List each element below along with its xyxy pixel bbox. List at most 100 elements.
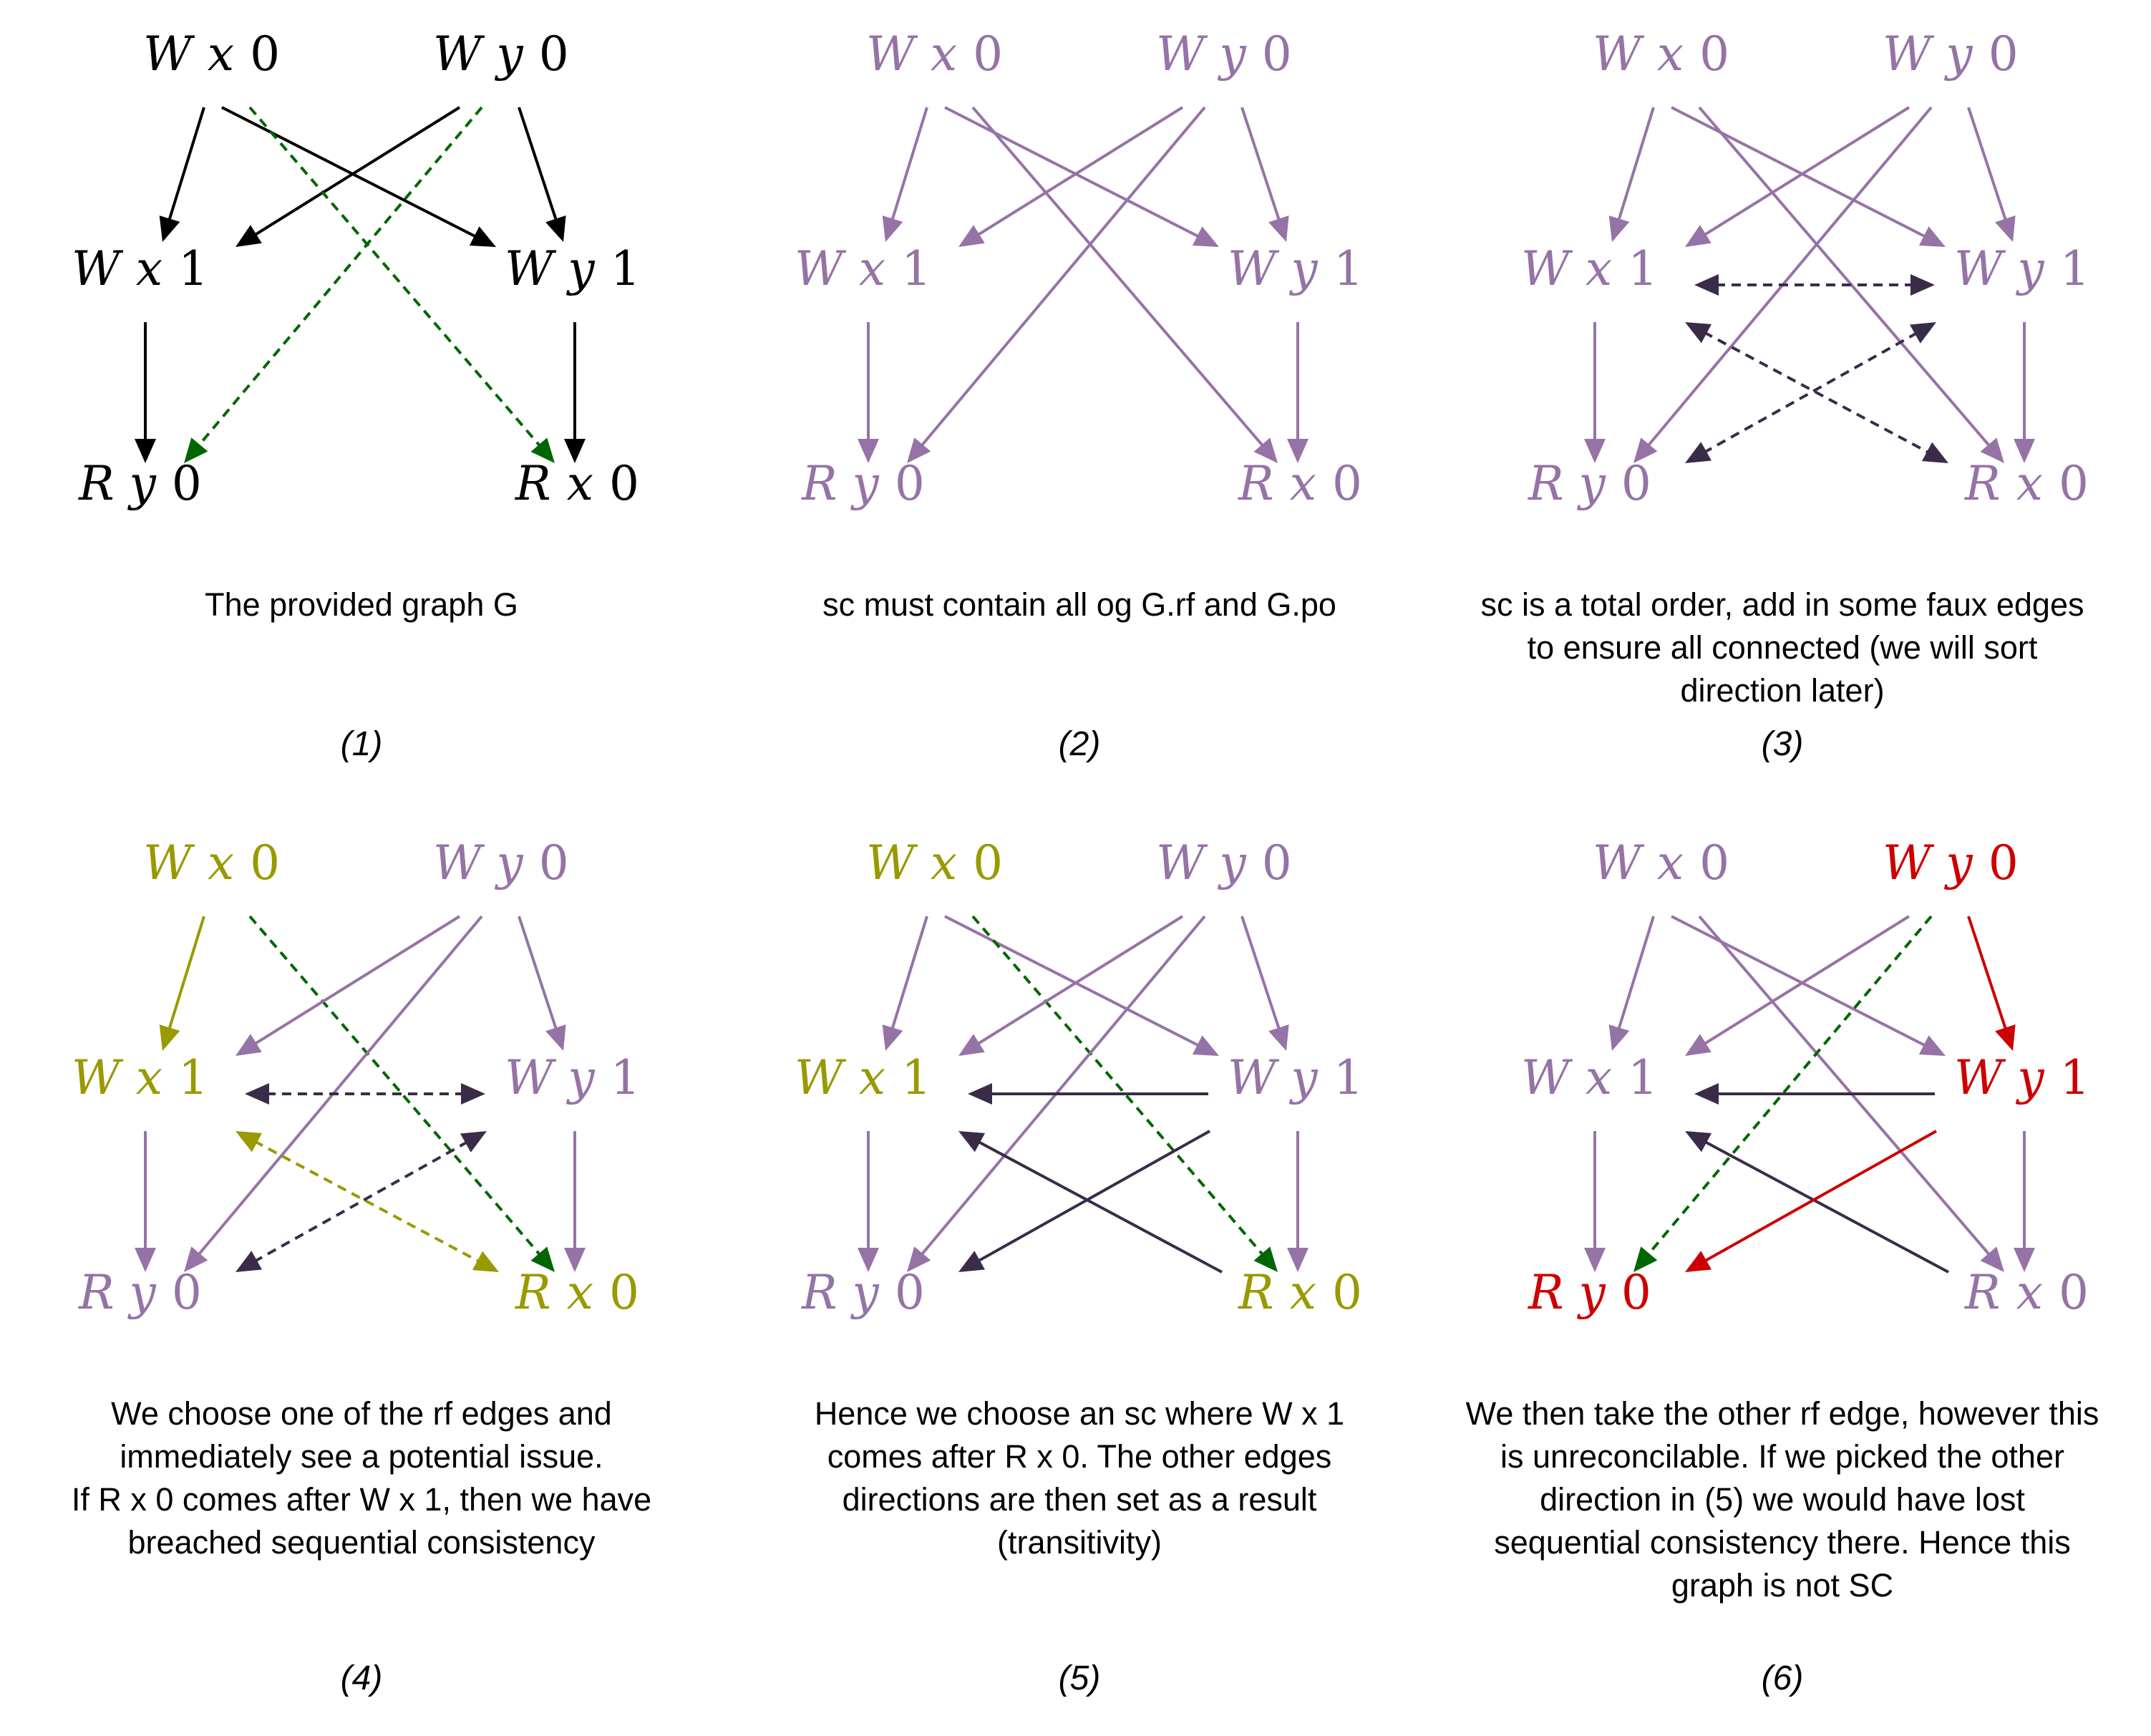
arrowhead [1918, 1035, 1946, 1056]
node-part: y [565, 1050, 595, 1105]
arrowhead [958, 1034, 985, 1056]
node-part: y [850, 456, 880, 511]
panel-label: (1) [341, 725, 383, 763]
node-part: W [1228, 1050, 1280, 1105]
node-part: W [433, 835, 485, 891]
edge-Wx1-to-Ry0 [858, 1131, 879, 1272]
edge-line [253, 915, 461, 1046]
panel-label: (3) [1762, 725, 1804, 763]
arrowhead [1192, 226, 1219, 247]
caption-line: The provided graph G [205, 586, 518, 623]
edge-line [1967, 916, 2008, 1032]
edge-line [1698, 106, 1991, 448]
arrowhead [1910, 274, 1935, 296]
edge-Wy1-to-Wx1 [1694, 1083, 1935, 1105]
node-part: y [1577, 1265, 1606, 1320]
caption-line: direction later) [1680, 672, 1884, 709]
node-part: 0 [1332, 1265, 1362, 1320]
panel-label: (6) [1762, 1659, 1804, 1697]
edge-Wx0-to-Rx0 [1698, 106, 2004, 463]
edge-Wy1-to-Rx0 [564, 1131, 586, 1272]
arrowhead [1268, 1024, 1289, 1051]
node-part: R [515, 1265, 551, 1320]
node-part: W [1954, 241, 2006, 296]
edge-Wy0-to-Ry0 [184, 915, 483, 1272]
node-part: x [567, 456, 593, 511]
arrowhead [907, 1246, 931, 1272]
edge-Wy0-to-Wy1 [518, 916, 566, 1051]
node-part: W [505, 241, 557, 296]
edge-line [1240, 107, 1281, 223]
caption-line: We choose one of the rf edges and [111, 1395, 612, 1432]
edge-Wx0-to-Rx0 [971, 915, 1278, 1272]
arrowhead [184, 437, 208, 463]
node-part: y [1217, 835, 1246, 891]
edge-Wx0-to-Rx0 [971, 106, 1278, 463]
node-part: x [567, 1265, 593, 1320]
arrowhead [1608, 1024, 1630, 1051]
edge-line [253, 1140, 481, 1264]
node-part: 0 [609, 456, 639, 511]
node-part: y [494, 26, 523, 82]
edge-Wy0-to-Wx1 [958, 106, 1184, 247]
node-part: R [1528, 456, 1563, 511]
node-part: y [494, 835, 523, 891]
node-part: W [1593, 835, 1645, 891]
edge-Wy0-to-Ry0 [1633, 915, 1933, 1272]
edge-Wx1-to-Wy1-bidirectional [245, 1083, 485, 1105]
edge-Wy0-to-Wx1 [236, 915, 461, 1056]
node-part: x [1586, 241, 1612, 296]
arrowhead [236, 1251, 262, 1272]
edge-Wx1-to-Wy1-bidirectional [1694, 274, 1935, 296]
node-part: x [1290, 456, 1316, 511]
node-part: 0 [895, 456, 925, 511]
arrowhead [1685, 225, 1711, 247]
arrowhead [1995, 215, 2016, 242]
edge-Wy0-to-Wy1 [518, 107, 566, 242]
edge-Wy1-to-Ry0 [958, 1130, 1210, 1272]
edge-Wy1-to-Ry0 [1685, 1130, 1937, 1272]
arrowhead [1287, 1248, 1308, 1272]
edge-Wx1-to-Rx0-bidirectional [1685, 322, 1948, 463]
node-part: 0 [250, 835, 280, 891]
edge-line [248, 915, 542, 1257]
edge-line [248, 106, 542, 448]
node-part: x [1586, 1050, 1612, 1105]
arrowhead [858, 439, 879, 463]
edge-Wy0-to-Wx1 [958, 915, 1184, 1056]
node-part: 0 [1699, 26, 1729, 82]
arrowhead [564, 439, 586, 463]
edge-Rx0-to-Wx1 [958, 1131, 1223, 1274]
node-part: x [859, 241, 885, 296]
arrowhead [968, 1083, 992, 1105]
edge-Wy0-to-Wy1 [1967, 107, 2016, 242]
node-part: 0 [973, 835, 1003, 891]
edge-Rx0-to-Wx1 [1685, 1131, 1949, 1274]
arrowhead [472, 1251, 499, 1272]
node-part: 0 [539, 835, 569, 891]
edge-Wy0-to-Wx1 [236, 106, 461, 247]
edge-Wx0-to-Wy1 [1671, 915, 1946, 1056]
node-part: W [1954, 1050, 2006, 1105]
arrowhead [530, 1246, 555, 1272]
arrowhead [460, 1131, 487, 1153]
arrowhead [236, 1034, 262, 1056]
node-part: x [136, 1050, 162, 1105]
edge-Wy1-to-Rx0 [564, 322, 586, 463]
arrowhead [1192, 1035, 1219, 1056]
edge-Wx0-to-Wx1 [1608, 107, 1655, 242]
caption-line: sequential consistency there. Hence this [1494, 1524, 2070, 1561]
